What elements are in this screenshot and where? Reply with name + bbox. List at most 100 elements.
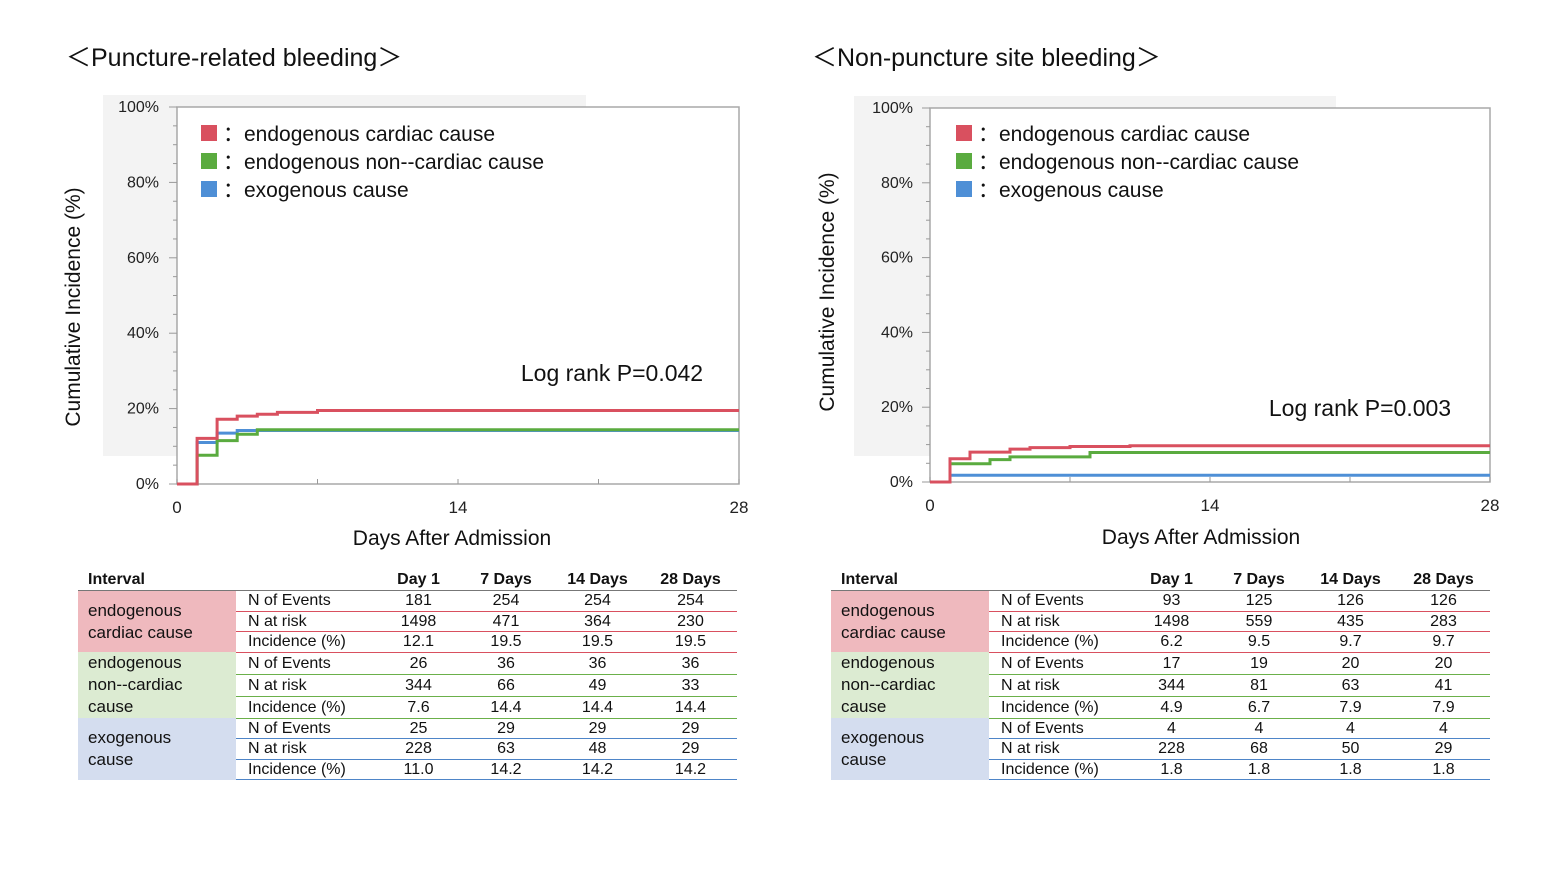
series-line-endogenous_cardiac [177,409,739,486]
logrank-annotation: Log rank P=0.042 [521,360,703,386]
table-cell: 29 [644,718,737,739]
metric-label: Incidence (%) [989,696,1129,719]
table-cell: 19.5 [461,631,551,653]
table-cell: 50 [1304,738,1397,760]
table-row: Incidence (%) 7.6 14.4 14.4 14.4 [78,696,737,719]
y-tick-label: 100% [872,100,913,117]
group-label: endogenous non--cardiac cause [78,652,236,718]
legend-label: ：exogenous cause [223,179,409,202]
legend-label: ：endogenous cardiac cause [223,123,495,146]
x-tick-label: 28 [730,498,749,517]
metric-label: Incidence (%) [236,759,376,780]
table-cell: 20 [1304,652,1397,675]
table-cell: 126 [1397,590,1490,612]
series-line-endogenous_cardiac [930,444,1490,484]
time-header: 7 Days [461,570,551,591]
table-cell: 1498 [376,611,461,632]
metric-label: N of Events [236,718,376,739]
table-cell: 14.2 [644,759,737,780]
table-cell: 9.5 [1214,631,1304,653]
metric-label: N at risk [989,611,1129,632]
table-cell: 126 [1304,590,1397,612]
group-label: endogenous cardiac cause [78,590,236,652]
table-cell: 283 [1397,611,1490,632]
table-cell: 1.8 [1129,759,1214,780]
plot-frame [176,106,740,485]
table-cell: 93 [1129,590,1214,612]
metric-label: Incidence (%) [236,631,376,653]
y-tick-label: 60% [127,250,159,267]
table-row: Incidence (%) 1.8 1.8 1.8 1.8 [831,759,1490,780]
legend-swatch [956,125,972,141]
table-row: exogenous cause N of Events 25 29 29 29 [78,718,737,780]
y-tick-label: 80% [127,174,159,191]
metric-label: N at risk [236,738,376,760]
table-cell: 7.6 [376,696,461,719]
table-cell: 6.2 [1129,631,1214,653]
y-axis-label: Cumulative Incidence (%) [62,187,85,426]
time-header: Day 1 [376,570,461,591]
table-cell: 36 [644,652,737,675]
table-cell: 228 [376,738,461,760]
table-cell: 49 [551,674,644,697]
table-cell: 344 [376,674,461,697]
table-cell: 29 [1397,738,1490,760]
table-cell: 36 [551,652,644,675]
table-cell: 14.2 [551,759,644,780]
table-cell: 435 [1304,611,1397,632]
plot-frame [929,107,1491,483]
table-cell: 230 [644,611,737,632]
table-cell: 19 [1214,652,1304,675]
table-cell: 66 [461,674,551,697]
time-header: Day 1 [1129,570,1214,591]
y-tick-label: 20% [127,401,159,418]
y-tick-label: 20% [881,399,913,416]
legend-swatch [201,125,217,141]
time-header: 14 Days [551,570,644,591]
table-cell: 63 [461,738,551,760]
table-cell: 29 [461,718,551,739]
y-tick-label: 0% [890,474,913,491]
table-cell: 6.7 [1214,696,1304,719]
group-label: exogenous cause [78,718,236,780]
panel-title: ＜Non-puncture site bleeding＞ [812,44,1161,72]
table-cell: 344 [1129,674,1214,697]
table-cell: 36 [461,652,551,675]
table-cell: 254 [644,590,737,612]
table-cell: 471 [461,611,551,632]
legend-swatch [201,153,217,169]
table-row: endogenous non--cardiac cause N of Events 17… [831,652,1490,718]
table-cell: 19.5 [644,631,737,653]
table-row: exogenous cause N of Events 4 4 4 4 [831,718,1490,780]
table-row: N at risk 344 66 49 33 [78,674,737,697]
metric-label: N of Events [236,652,376,675]
table-row: endogenous non--cardiac cause N of Events 26… [78,652,737,718]
metric-label: Incidence (%) [236,696,376,719]
group-label: exogenous cause [831,718,989,780]
metric-label: Incidence (%) [989,759,1129,780]
table-row: N at risk 228 63 48 29 [78,738,737,760]
panel-non-puncture: ＜Non-puncture site bleeding＞ 0% 20% 40% 60%… [754,0,1524,876]
table-cell: 29 [644,738,737,760]
time-header: 28 Days [1397,570,1490,591]
panel-title: ＜Puncture-related bleeding＞ [66,44,403,72]
table-cell: 48 [551,738,644,760]
interval-header: Interval [831,570,1129,591]
legend-swatch [956,153,972,169]
table-cell: 9.7 [1397,631,1490,653]
table-cell: 81 [1214,674,1304,697]
table-cell: 19.5 [551,631,644,653]
table-cell: 1.8 [1304,759,1397,780]
table-cell: 4 [1129,718,1214,739]
legend-label: ：endogenous non--cardiac cause [223,151,544,174]
y-tick-label: 40% [881,324,913,341]
km-chart-puncture: 0% 20% 40% 60% 80% 100% 0 14 28 Cumulative Incide… [62,95,749,550]
x-tick-label: 0 [172,498,181,517]
y-tick-label: 40% [127,325,159,342]
x-axis-label: Days After Admission [353,527,551,550]
metric-label: Incidence (%) [989,631,1129,653]
